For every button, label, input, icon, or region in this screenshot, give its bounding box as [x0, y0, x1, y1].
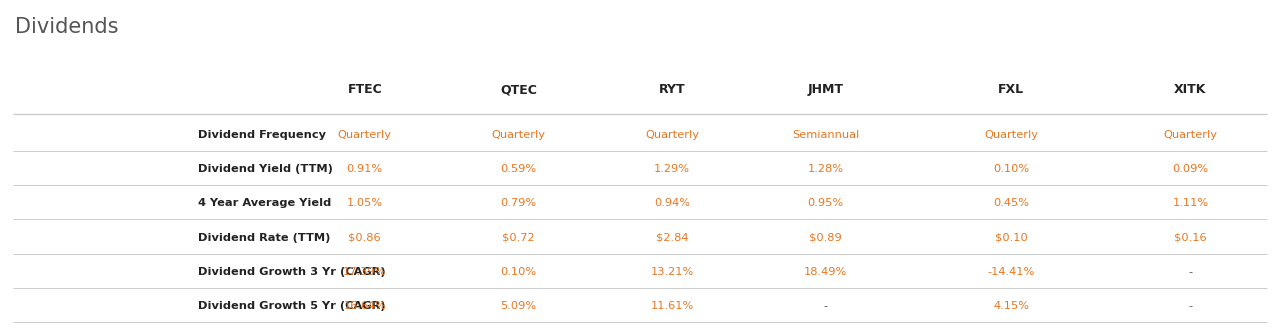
Text: JHMT: JHMT	[808, 83, 844, 97]
Text: QTEC: QTEC	[500, 83, 536, 97]
Text: Dividends: Dividends	[15, 17, 119, 37]
Text: FTEC: FTEC	[347, 83, 383, 97]
Text: -14.41%: -14.41%	[988, 267, 1034, 277]
Text: -: -	[1188, 267, 1193, 277]
Text: $0.10: $0.10	[995, 233, 1028, 243]
Text: RYT: RYT	[659, 83, 685, 97]
Text: Dividend Frequency: Dividend Frequency	[198, 130, 326, 140]
Text: Quarterly: Quarterly	[492, 130, 545, 140]
Text: 17.39%: 17.39%	[343, 267, 387, 277]
Text: $0.89: $0.89	[809, 233, 842, 243]
Text: 0.10%: 0.10%	[993, 164, 1029, 174]
Text: Quarterly: Quarterly	[645, 130, 699, 140]
Text: 0.94%: 0.94%	[654, 198, 690, 208]
Text: 0.79%: 0.79%	[500, 198, 536, 208]
Text: 1.05%: 1.05%	[347, 198, 383, 208]
Text: -: -	[823, 301, 828, 311]
Text: 1.11%: 1.11%	[1172, 198, 1208, 208]
Text: Quarterly: Quarterly	[338, 130, 392, 140]
Text: $0.72: $0.72	[502, 233, 535, 243]
Text: Dividend Growth 3 Yr (CAGR): Dividend Growth 3 Yr (CAGR)	[198, 267, 387, 277]
Text: FXL: FXL	[998, 83, 1024, 97]
Text: 5.09%: 5.09%	[500, 301, 536, 311]
Text: Dividend Growth 5 Yr (CAGR): Dividend Growth 5 Yr (CAGR)	[198, 301, 385, 311]
Text: 1.28%: 1.28%	[808, 164, 844, 174]
Text: 0.45%: 0.45%	[993, 198, 1029, 208]
Text: 18.49%: 18.49%	[804, 267, 847, 277]
Text: 0.59%: 0.59%	[500, 164, 536, 174]
Text: Dividend Yield (TTM): Dividend Yield (TTM)	[198, 164, 333, 174]
Text: 13.21%: 13.21%	[650, 267, 694, 277]
Text: 16.64%: 16.64%	[343, 301, 387, 311]
Text: $2.84: $2.84	[655, 233, 689, 243]
Text: $0.86: $0.86	[348, 233, 381, 243]
Text: XITK: XITK	[1174, 83, 1207, 97]
Text: Dividend Rate (TTM): Dividend Rate (TTM)	[198, 233, 330, 243]
Text: -: -	[1188, 301, 1193, 311]
Text: 0.10%: 0.10%	[500, 267, 536, 277]
Text: 1.29%: 1.29%	[654, 164, 690, 174]
Text: 0.95%: 0.95%	[808, 198, 844, 208]
Text: 4.15%: 4.15%	[993, 301, 1029, 311]
Text: 0.09%: 0.09%	[1172, 164, 1208, 174]
Text: Semiannual: Semiannual	[792, 130, 859, 140]
Text: $0.16: $0.16	[1174, 233, 1207, 243]
Text: 0.91%: 0.91%	[347, 164, 383, 174]
Text: 11.61%: 11.61%	[650, 301, 694, 311]
Text: 4 Year Average Yield: 4 Year Average Yield	[198, 198, 332, 208]
Text: Quarterly: Quarterly	[1164, 130, 1217, 140]
Text: Quarterly: Quarterly	[984, 130, 1038, 140]
